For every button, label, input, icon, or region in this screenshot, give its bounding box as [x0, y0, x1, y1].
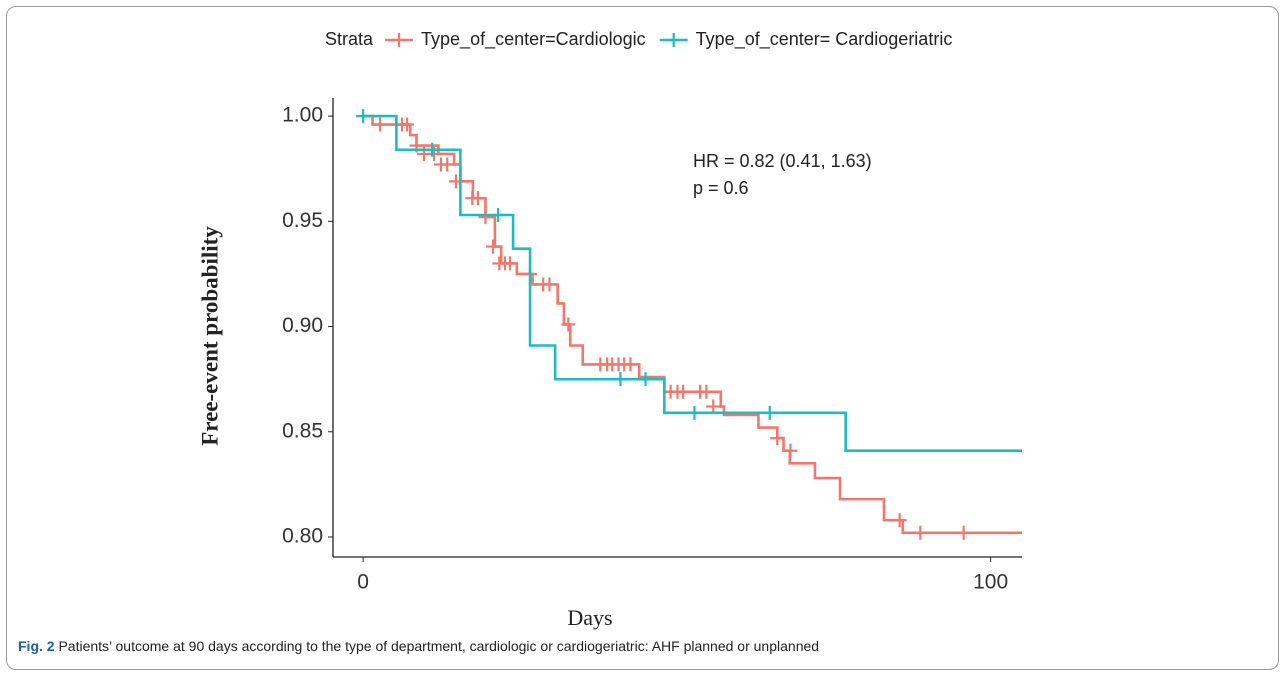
censor-mark [373, 117, 388, 132]
y-axis-title: Free-event probability [197, 226, 222, 446]
censor-mark [783, 443, 798, 458]
x-tick-label: 100 [973, 571, 1008, 594]
y-tick-label: 0.95 [282, 209, 323, 232]
censor-mark [699, 384, 714, 399]
censor-mark [542, 277, 557, 292]
censor-mark [470, 191, 485, 206]
censor-mark [425, 142, 440, 157]
censor-mark [491, 208, 506, 223]
caption-text: Patients’ outcome at 90 days according t… [58, 638, 820, 654]
censor-mark [478, 210, 493, 225]
censor-mark [561, 317, 576, 332]
censor-mark [956, 525, 971, 540]
censor-mark [638, 372, 653, 387]
y-tick-label: 0.90 [282, 314, 323, 337]
censor-mark [502, 256, 517, 271]
annotation: p = 0.6 [693, 178, 749, 198]
x-tick-label: 0 [357, 571, 369, 594]
figure-frame [6, 6, 1279, 670]
censor-mark [392, 33, 407, 47]
legend-label: Type_of_center= Cardiogeriatric [696, 29, 953, 50]
censor-mark [400, 117, 415, 132]
legend: Strata Type_of_center=Cardiologic Type_of_… [325, 29, 952, 50]
censor-mark [486, 239, 501, 254]
censor-mark [762, 405, 777, 420]
y-tick-label: 1.00 [282, 104, 323, 127]
annotation: HR = 0.82 (0.41, 1.63) [693, 151, 872, 171]
censor-mark [687, 405, 702, 420]
censor-mark [892, 513, 907, 528]
censor-mark [623, 357, 638, 372]
legend-label: Type_of_center=Cardiologic [421, 29, 646, 50]
censor-mark [913, 525, 928, 540]
censor-mark [770, 431, 785, 446]
censor-mark [356, 109, 371, 124]
y-tick-label: 0.80 [282, 525, 323, 548]
legend-title: Strata [325, 29, 374, 49]
censor-mark [666, 33, 681, 47]
x-axis-title: Days [567, 605, 612, 630]
y-tick-label: 0.85 [282, 419, 323, 442]
censor-mark [440, 157, 455, 172]
censor-mark [706, 399, 721, 414]
caption-label: Fig. 2 [18, 638, 55, 654]
censor-mark [613, 372, 628, 387]
censor-mark [676, 384, 691, 399]
caption: Fig. 2 Patients’ outcome at 90 days acco… [18, 638, 819, 654]
